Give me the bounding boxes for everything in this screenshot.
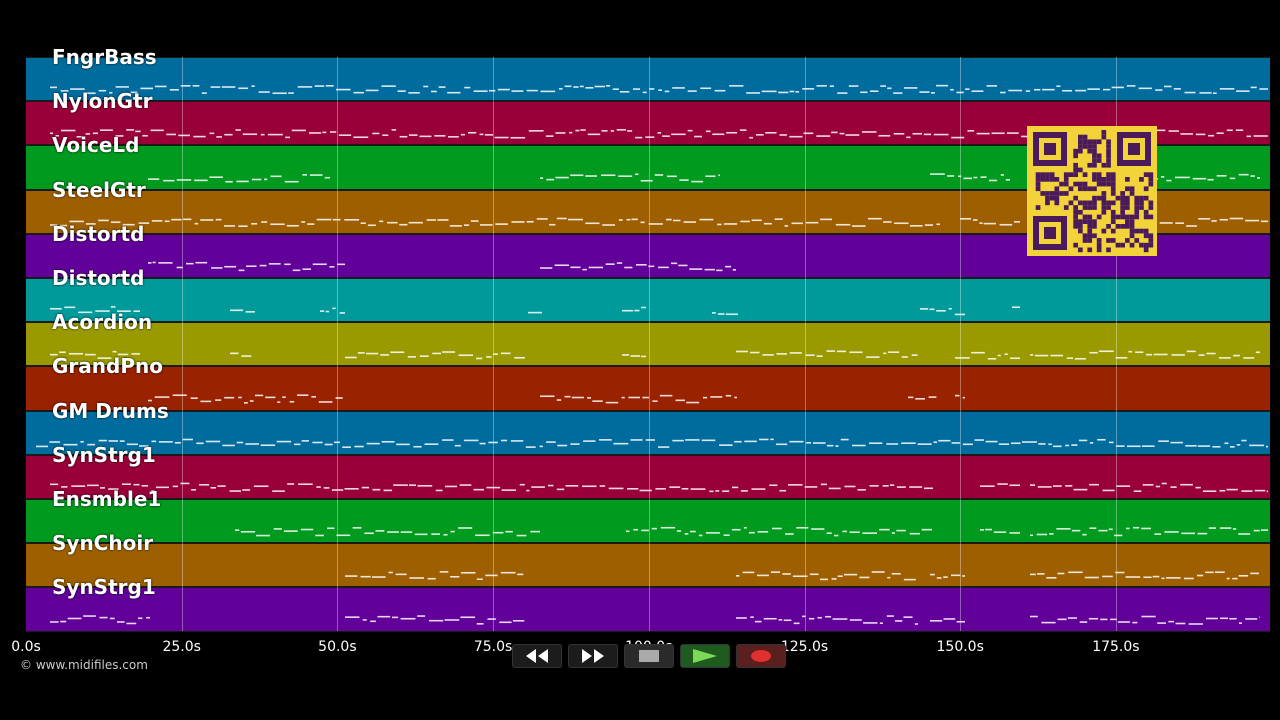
- track-name: SynStrg1: [52, 442, 156, 467]
- play-button[interactable]: [680, 644, 730, 668]
- time-tick-label: 50.0s: [318, 639, 357, 655]
- transport-controls: [512, 644, 786, 669]
- track-name: VoiceLd: [52, 133, 140, 158]
- track-lane[interactable]: [26, 454, 1270, 499]
- stop-button[interactable]: [624, 644, 674, 668]
- rewind-button[interactable]: [512, 644, 562, 668]
- rewind-icon: [526, 649, 548, 663]
- time-tick-label: 125.0s: [780, 639, 829, 655]
- track-lane[interactable]: [26, 587, 1270, 632]
- track-lane[interactable]: [26, 278, 1270, 323]
- copyright-text: © www.midifiles.com: [20, 658, 148, 672]
- track-name: Distortd: [52, 221, 145, 246]
- play-icon: [693, 649, 717, 663]
- track-name: FngrBass: [52, 45, 157, 69]
- track-lane[interactable]: [26, 57, 1270, 102]
- track-name: SynStrg1: [52, 575, 156, 600]
- fast-forward-icon: [582, 649, 604, 663]
- time-tick-label: 0.0s: [11, 639, 41, 655]
- track-name: GM Drums: [52, 398, 169, 423]
- track-name: Distortd: [52, 266, 145, 290]
- track-lane[interactable]: [26, 366, 1270, 411]
- track-lane[interactable]: [26, 322, 1270, 367]
- track-name: Acordion: [52, 310, 153, 335]
- track-lane[interactable]: [26, 499, 1270, 544]
- record-icon: [751, 650, 771, 662]
- track-lane[interactable]: [26, 410, 1270, 455]
- fast-forward-button[interactable]: [568, 644, 618, 668]
- track-name: GrandPno: [52, 354, 163, 379]
- qr-code-icon[interactable]: [1027, 126, 1157, 256]
- time-tick-label: 75.0s: [473, 639, 513, 655]
- track-lane[interactable]: [26, 543, 1270, 588]
- track-name: Ensmble1: [52, 487, 162, 511]
- record-button[interactable]: [736, 644, 786, 668]
- time-tick-label: 175.0s: [1092, 639, 1140, 655]
- track-name: SteelGtr: [52, 177, 146, 202]
- track-name: SynChoir: [52, 531, 154, 556]
- time-tick-label: 150.0s: [936, 639, 984, 655]
- time-tick-label: 25.0s: [162, 639, 201, 655]
- track-name: NylonGtr: [52, 89, 153, 114]
- stop-icon: [639, 650, 659, 662]
